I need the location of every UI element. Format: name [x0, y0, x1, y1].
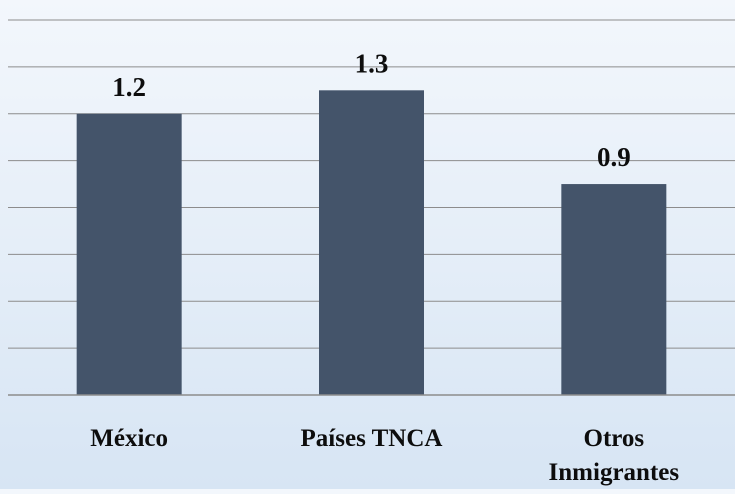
category-label: Otros	[584, 425, 645, 452]
category-label: Países TNCA	[301, 425, 443, 452]
data-label: 0.9	[597, 142, 631, 172]
bars	[76, 90, 667, 395]
bar	[76, 113, 182, 395]
data-label: 1.3	[355, 48, 389, 78]
bar	[561, 184, 667, 395]
category-label: México	[90, 425, 168, 452]
category-labels: México Países TNCA Otros Inmigrantes	[90, 425, 679, 486]
data-labels: 1.2 1.3 0.9	[112, 48, 630, 172]
bar	[319, 90, 424, 395]
data-label: 1.2	[112, 72, 146, 102]
category-label: Inmigrantes	[549, 459, 680, 486]
